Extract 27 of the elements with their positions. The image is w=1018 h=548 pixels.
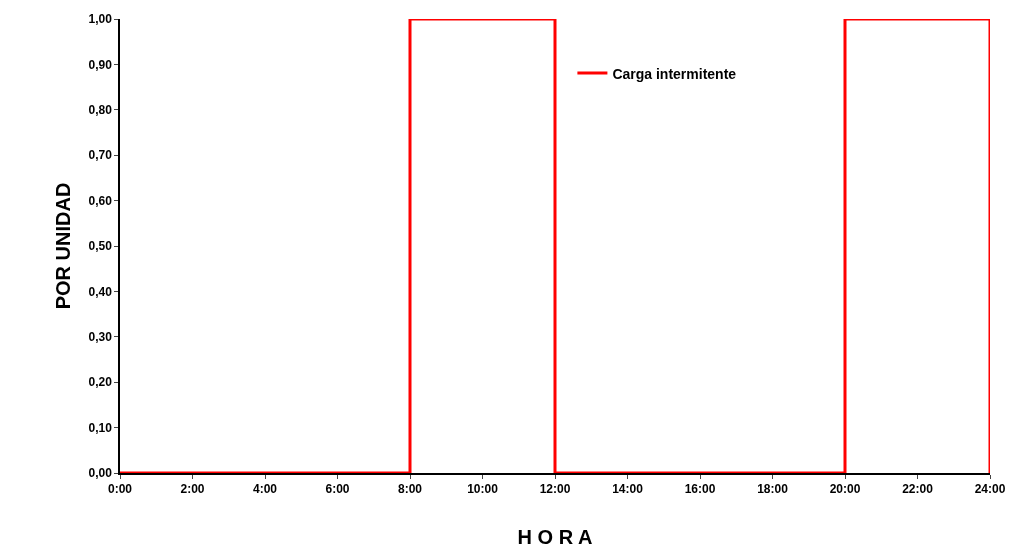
y-tick-label: 0,80 (88, 103, 113, 117)
x-tick-label: 20:00 (829, 482, 861, 497)
x-tick-label: 4:00 (252, 482, 278, 497)
x-tick-label: 8:00 (397, 482, 423, 497)
y-tick-label: 0,00 (88, 466, 113, 481)
x-axis-title: H O R A (517, 525, 593, 548)
y-tick-label: 0,70 (88, 148, 113, 163)
y-tick-label: 0,20 (88, 375, 113, 390)
x-tick-label: 12:00 (539, 482, 571, 497)
y-tick-label: 0,90 (88, 57, 113, 72)
y-tick-label: 0,50 (88, 239, 113, 254)
x-tick-label: 0:00 (107, 482, 133, 497)
x-tick-label: 16:00 (684, 482, 716, 497)
y-tick-label: 0,30 (88, 330, 113, 344)
x-tick-label: 6:00 (325, 482, 350, 497)
x-tick-label: 22:00 (902, 482, 934, 497)
x-tick-label: 14:00 (612, 482, 644, 497)
x-tick-label: 10:00 (467, 482, 499, 497)
y-axis-title: POR UNIDAD (51, 182, 74, 310)
x-tick-label: 24:00 (974, 482, 1006, 497)
y-tick-label: 0,40 (88, 284, 113, 299)
legend-label: Carga intermitente (612, 65, 737, 82)
y-tick-label: 0,10 (88, 420, 113, 435)
y-tick-label: 0,60 (88, 193, 113, 208)
x-tick-label: 2:00 (180, 482, 205, 497)
x-tick-label: 18:00 (757, 482, 789, 497)
y-tick-label: 1,00 (88, 12, 113, 27)
